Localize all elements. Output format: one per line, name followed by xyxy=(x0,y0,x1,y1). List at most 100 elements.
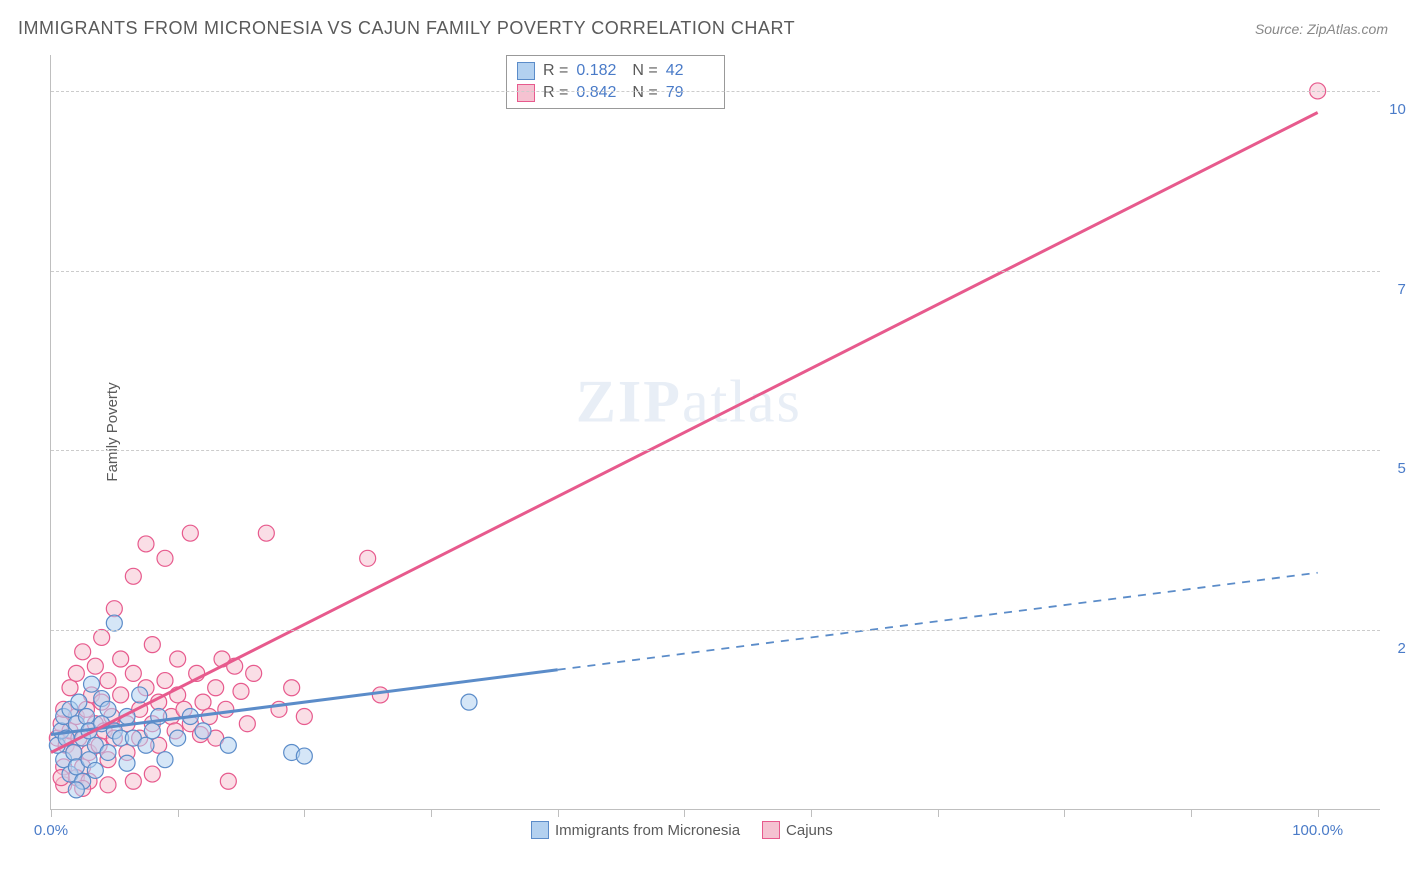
scatter-point-micronesia xyxy=(138,737,154,753)
x-tick xyxy=(178,809,179,817)
scatter-point-cajuns xyxy=(208,680,224,696)
scatter-point-cajuns xyxy=(233,683,249,699)
plot-area: Family Poverty ZIPatlas R =0.182N =42R =… xyxy=(50,55,1380,810)
source-attribution: Source: ZipAtlas.com xyxy=(1255,21,1388,37)
scatter-point-cajuns xyxy=(106,601,122,617)
stats-row: R = 0.842 N = 79 xyxy=(517,82,714,104)
gridline xyxy=(51,91,1380,92)
source-label: Source: xyxy=(1255,21,1307,37)
x-tick xyxy=(938,809,939,817)
scatter-point-micronesia xyxy=(71,694,87,710)
scatter-point-micronesia xyxy=(132,687,148,703)
legend-swatch xyxy=(517,62,535,80)
trendline-dashed-micronesia xyxy=(558,573,1318,670)
x-tick-label: 100.0% xyxy=(1292,822,1343,839)
scatter-point-micronesia xyxy=(100,701,116,717)
scatter-point-micronesia xyxy=(461,694,477,710)
scatter-point-cajuns xyxy=(100,777,116,793)
scatter-point-micronesia xyxy=(220,737,236,753)
chart-title: IMMIGRANTS FROM MICRONESIA VS CAJUN FAMI… xyxy=(18,18,795,39)
chart-canvas xyxy=(51,55,1380,809)
scatter-point-cajuns xyxy=(144,766,160,782)
scatter-point-micronesia xyxy=(119,755,135,771)
legend-label: Immigrants from Micronesia xyxy=(555,822,740,839)
y-tick-label: 25.0% xyxy=(1385,640,1406,657)
legend-swatch xyxy=(517,84,535,102)
y-tick-label: 100.0% xyxy=(1385,101,1406,118)
scatter-point-cajuns xyxy=(372,687,388,703)
scatter-point-cajuns xyxy=(239,716,255,732)
scatter-point-cajuns xyxy=(125,665,141,681)
bottom-legend: Immigrants from Micronesia Cajuns xyxy=(531,821,833,839)
scatter-point-micronesia xyxy=(66,744,82,760)
legend-item: Immigrants from Micronesia xyxy=(531,821,740,839)
scatter-point-micronesia xyxy=(84,676,100,692)
stat-n-value: 42 xyxy=(666,62,714,80)
trendline-cajuns xyxy=(51,113,1318,753)
scatter-point-micronesia xyxy=(78,709,94,725)
y-tick-label: 50.0% xyxy=(1385,460,1406,477)
legend-item: Cajuns xyxy=(762,821,833,839)
scatter-point-micronesia xyxy=(144,723,160,739)
stat-r-label: R = xyxy=(543,62,568,80)
scatter-point-cajuns xyxy=(258,525,274,541)
scatter-point-cajuns xyxy=(87,658,103,674)
scatter-point-micronesia xyxy=(100,744,116,760)
stat-r-value: 0.842 xyxy=(576,84,624,102)
scatter-point-cajuns xyxy=(75,644,91,660)
gridline xyxy=(51,630,1380,631)
x-tick xyxy=(558,809,559,817)
scatter-point-cajuns xyxy=(100,673,116,689)
x-tick xyxy=(1318,809,1319,817)
legend-swatch xyxy=(531,821,549,839)
stat-r-value: 0.182 xyxy=(576,62,624,80)
scatter-point-cajuns xyxy=(125,773,141,789)
stat-n-value: 79 xyxy=(666,84,714,102)
scatter-point-cajuns xyxy=(157,550,173,566)
scatter-point-micronesia xyxy=(195,723,211,739)
chart-header: IMMIGRANTS FROM MICRONESIA VS CAJUN FAMI… xyxy=(18,18,1388,39)
scatter-point-cajuns xyxy=(157,673,173,689)
scatter-point-cajuns xyxy=(113,651,129,667)
scatter-point-micronesia xyxy=(68,782,84,798)
scatter-point-micronesia xyxy=(106,615,122,631)
scatter-point-cajuns xyxy=(201,709,217,725)
stat-n-label: N = xyxy=(632,84,657,102)
x-tick xyxy=(1064,809,1065,817)
stats-legend-box: R = 0.182 N = 42 R = 0.842 N = 79 xyxy=(506,55,725,109)
x-tick xyxy=(684,809,685,817)
scatter-point-cajuns xyxy=(125,568,141,584)
scatter-point-micronesia xyxy=(170,730,186,746)
scatter-point-cajuns xyxy=(144,637,160,653)
x-tick xyxy=(811,809,812,817)
scatter-point-cajuns xyxy=(170,651,186,667)
scatter-point-cajuns xyxy=(296,709,312,725)
scatter-point-cajuns xyxy=(195,694,211,710)
stat-r-label: R = xyxy=(543,84,568,102)
scatter-point-cajuns xyxy=(138,536,154,552)
scatter-point-micronesia xyxy=(296,748,312,764)
legend-swatch xyxy=(762,821,780,839)
scatter-point-cajuns xyxy=(220,773,236,789)
scatter-point-cajuns xyxy=(360,550,376,566)
stats-row: R = 0.182 N = 42 xyxy=(517,60,714,82)
scatter-point-cajuns xyxy=(246,665,262,681)
x-tick xyxy=(304,809,305,817)
scatter-point-cajuns xyxy=(182,525,198,541)
source-value: ZipAtlas.com xyxy=(1307,21,1388,37)
x-tick xyxy=(51,809,52,817)
gridline xyxy=(51,271,1380,272)
scatter-point-cajuns xyxy=(62,680,78,696)
gridline xyxy=(51,450,1380,451)
y-tick-label: 75.0% xyxy=(1385,281,1406,298)
scatter-point-cajuns xyxy=(68,665,84,681)
scatter-point-cajuns xyxy=(218,701,234,717)
x-tick xyxy=(431,809,432,817)
scatter-point-cajuns xyxy=(113,687,129,703)
legend-label: Cajuns xyxy=(786,822,833,839)
scatter-point-cajuns xyxy=(94,629,110,645)
scatter-point-micronesia xyxy=(157,752,173,768)
scatter-point-micronesia xyxy=(87,762,103,778)
stat-n-label: N = xyxy=(632,62,657,80)
scatter-point-cajuns xyxy=(284,680,300,696)
